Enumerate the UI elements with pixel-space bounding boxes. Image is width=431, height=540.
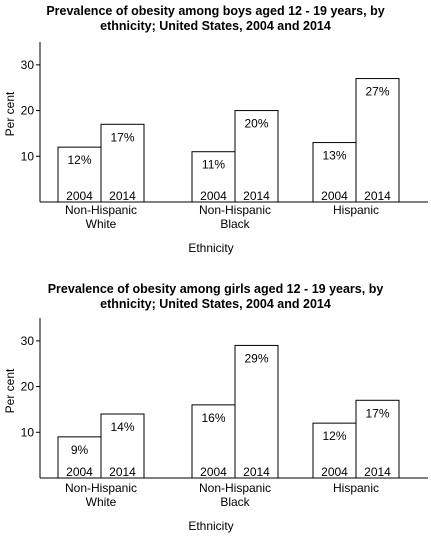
- category-label: White: [86, 495, 117, 509]
- y-tick-label: 20: [21, 104, 35, 118]
- data-label: 17%: [365, 406, 389, 420]
- category-label: Non-Hispanic: [199, 203, 271, 217]
- bar: [312, 422, 357, 479]
- data-label: 20%: [244, 117, 268, 131]
- bar: [191, 404, 236, 479]
- bar: [355, 399, 400, 479]
- category-label: Hispanic: [333, 481, 379, 495]
- chart-title-line-2: ethnicity; United States, 2004 and 2014: [100, 297, 331, 311]
- bar: [57, 436, 102, 479]
- bar: [355, 78, 400, 203]
- bar-year-label: 2004: [66, 465, 93, 479]
- data-label: 12%: [67, 153, 91, 167]
- data-label: 17%: [110, 130, 134, 144]
- x-axis-label: Ethnicity: [188, 241, 233, 255]
- x-axis-label: Ethnicity: [188, 519, 233, 533]
- chart-panel-girls: Prevalence of obesity among girls aged 1…: [0, 270, 431, 540]
- chart-title-line-1: Prevalence of obesity among girls aged 1…: [47, 282, 384, 296]
- bar-year-label: 2004: [200, 189, 227, 203]
- bar-year-label: 2014: [109, 465, 136, 479]
- chart-title-line-2: ethnicity; United States, 2004 and 2014: [100, 19, 331, 33]
- bar-year-label: 2004: [321, 465, 348, 479]
- y-axis-label: Per cent: [3, 368, 17, 413]
- y-tick-label: 30: [21, 334, 35, 348]
- data-label: 29%: [244, 351, 268, 365]
- data-label: 27%: [365, 85, 389, 99]
- y-tick-label: 10: [21, 149, 35, 163]
- bar-year-label: 2014: [364, 189, 391, 203]
- bar: [234, 110, 279, 203]
- bar-year-label: 2014: [243, 465, 270, 479]
- chart-title: Prevalence of obesity among boys aged 12…: [0, 4, 431, 34]
- data-label: 14%: [110, 420, 134, 434]
- data-label: 9%: [71, 443, 89, 457]
- data-label: 16%: [201, 411, 225, 425]
- y-tick-label: 20: [21, 380, 35, 394]
- category-label: Non-Hispanic: [65, 203, 137, 217]
- bar-year-label: 2014: [243, 189, 270, 203]
- chart-panel-boys: Prevalence of obesity among boys aged 12…: [0, 4, 431, 255]
- bar: [100, 123, 145, 203]
- category-label: Black: [220, 495, 250, 509]
- bar: [234, 344, 279, 479]
- bar: [312, 142, 357, 203]
- y-tick-label: 10: [21, 425, 35, 439]
- data-label: 13%: [322, 149, 346, 163]
- bar-year-label: 2004: [66, 189, 93, 203]
- bar-year-label: 2004: [200, 465, 227, 479]
- chart-title-line-1: Prevalence of obesity among boys aged 12…: [46, 4, 385, 18]
- bar-year-label: 2004: [321, 189, 348, 203]
- y-tick-label: 30: [21, 58, 35, 72]
- category-label: White: [86, 217, 117, 231]
- bar-year-label: 2014: [364, 465, 391, 479]
- bar: [191, 151, 236, 203]
- data-label: 12%: [322, 429, 346, 443]
- category-label: Black: [220, 217, 250, 231]
- category-label: Non-Hispanic: [199, 481, 271, 495]
- category-label: Non-Hispanic: [65, 481, 137, 495]
- bar-year-label: 2014: [109, 189, 136, 203]
- bar: [100, 413, 145, 479]
- data-label: 11%: [202, 158, 225, 172]
- bar: [57, 146, 102, 203]
- category-label: Hispanic: [333, 203, 379, 217]
- chart-title: Prevalence of obesity among girls aged 1…: [0, 282, 431, 312]
- y-axis-label: Per cent: [3, 91, 17, 136]
